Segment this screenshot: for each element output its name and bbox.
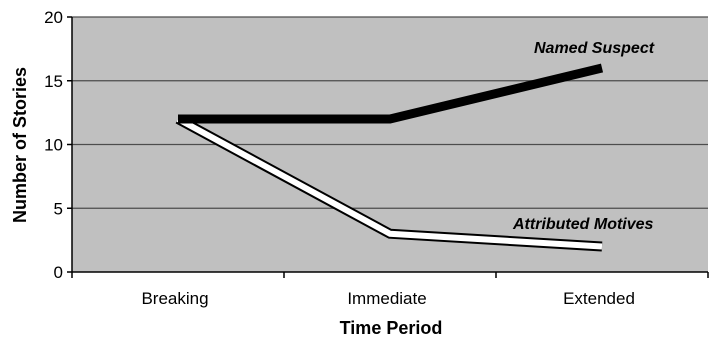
series-label-attributed-motives: Attributed Motives — [512, 216, 654, 233]
y-axis-title: Number of Stories — [10, 67, 30, 223]
x-tick-label-breaking: Breaking — [141, 289, 208, 308]
x-tick-label-immediate: Immediate — [347, 289, 426, 308]
axes — [67, 16, 709, 278]
series-line-named-suspect — [178, 63, 604, 124]
tick-labels: 0 5 10 15 20 Breaking Immediate Extended — [44, 8, 635, 308]
x-tick-label-extended: Extended — [563, 289, 635, 308]
y-tick-label-0: 0 — [54, 263, 63, 282]
gridlines — [72, 16, 708, 209]
series-layer — [175, 63, 604, 252]
y-tick-label-10: 10 — [44, 136, 63, 155]
x-axis-title: Time Period — [340, 318, 443, 338]
y-tick-label-20: 20 — [44, 8, 63, 27]
y-tick-label-15: 15 — [44, 72, 63, 91]
series-line-attributed-motives — [176, 116, 603, 250]
y-tick-label-5: 5 — [54, 199, 63, 218]
series-label-named-suspect: Named Suspect — [534, 40, 655, 57]
